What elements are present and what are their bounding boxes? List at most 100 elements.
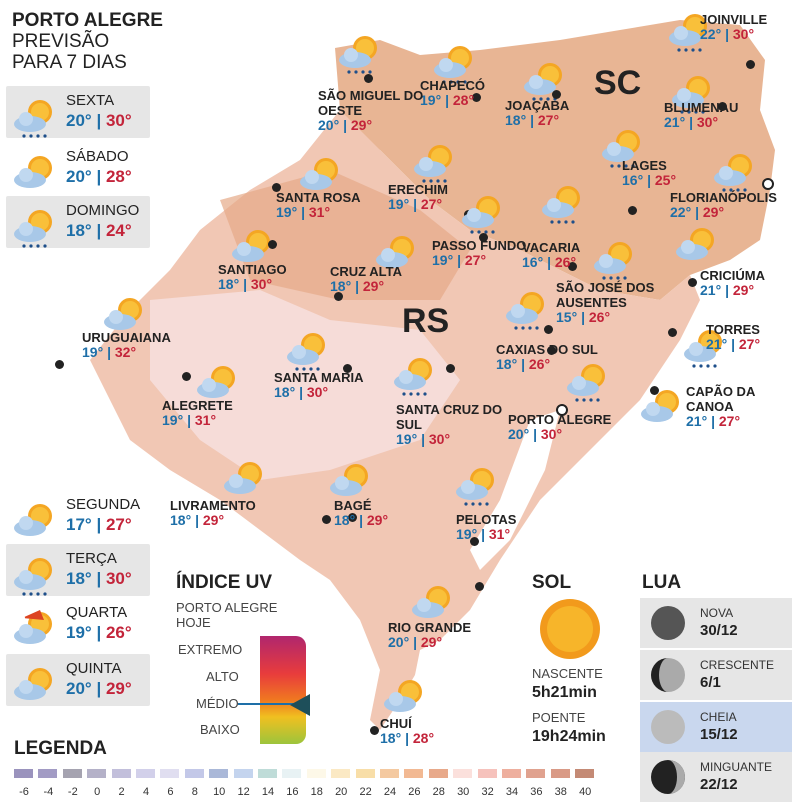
city-marker[interactable] — [475, 582, 484, 591]
legend-swatch — [136, 769, 155, 778]
city-label[interactable]: CRICIÚMA 21° | 29° — [700, 268, 765, 298]
temp-min: 16° — [622, 172, 644, 188]
uv-level-baixo: BAIXO — [200, 722, 240, 737]
city-name: LAGES — [622, 158, 667, 173]
city-marker[interactable] — [364, 74, 373, 83]
city-label[interactable]: PASSO FUNDO 19° | 27° — [432, 238, 526, 268]
city-name: SANTA CRUZ DO SUL — [396, 402, 503, 432]
city-label[interactable]: BLUMENAU 21° | 30° — [664, 100, 738, 130]
city-label[interactable]: URUGUAIANA 19° | 32° — [82, 330, 171, 360]
city-temps: 18° | 28° — [380, 731, 434, 746]
temp-separator: | — [725, 282, 729, 298]
city-label[interactable]: LAGES 16° | 25° — [622, 158, 676, 188]
city-marker[interactable] — [479, 233, 488, 242]
uv-scale-bar — [260, 636, 306, 744]
legend-tick: 30 — [457, 786, 470, 798]
rain — [669, 14, 707, 52]
legend-tick: 36 — [530, 786, 543, 798]
temp-min: 19° — [388, 196, 410, 212]
city-marker[interactable] — [470, 537, 479, 546]
city-label[interactable]: CAPÃO DA CANOA 21° | 27° — [686, 384, 800, 429]
forecast-temps: 17° | 27° — [66, 515, 132, 535]
temp-max: 31° — [194, 412, 217, 428]
rain — [287, 333, 325, 371]
city-name: PASSO FUNDO — [432, 238, 527, 253]
city-marker[interactable] — [668, 328, 677, 337]
city-marker[interactable] — [547, 346, 556, 355]
temp-separator: | — [413, 634, 417, 650]
city-marker[interactable] — [182, 372, 191, 381]
city-marker[interactable] — [552, 90, 561, 99]
city-marker[interactable] — [322, 515, 331, 524]
city-marker[interactable] — [343, 364, 352, 373]
temp-separator: | — [359, 512, 363, 528]
city-marker[interactable] — [55, 360, 64, 369]
city-marker[interactable] — [688, 278, 697, 287]
city-label[interactable]: JOINVILLE 22° | 30° — [700, 12, 767, 42]
city-label[interactable]: BAGÉ 18° | 29° — [334, 498, 388, 528]
legend-tick: 38 — [554, 786, 567, 798]
rain — [542, 186, 580, 224]
city-marker[interactable] — [272, 183, 281, 192]
city-label[interactable]: TORRES 21° | 27° — [706, 322, 760, 352]
city-label[interactable]: CRUZ ALTA 18° | 29° — [330, 264, 402, 294]
cloud — [330, 464, 368, 496]
city-name: SÃO JOSÉ DOS AUSENTES — [556, 280, 655, 310]
city-label[interactable]: SANTA CRUZ DO SUL 19° | 30° — [396, 402, 511, 447]
city-label[interactable]: FLORIANÓPOLIS 22° | 29° — [670, 190, 777, 220]
legend-swatch — [355, 769, 375, 778]
city-label[interactable]: LIVRAMENTO 18° | 29° — [170, 498, 256, 528]
city-label[interactable]: RIO GRANDE 20° | 29° — [388, 620, 471, 650]
city-label[interactable]: SÃO MIGUEL DO OESTE 20° | 29° — [318, 88, 433, 133]
city-marker[interactable] — [472, 93, 481, 102]
temp-max: 29° — [362, 278, 385, 294]
temp-max: 30° — [732, 26, 755, 42]
moon-phase-date: 6/1 — [700, 674, 721, 691]
city-marker[interactable] — [268, 240, 277, 249]
city-label[interactable]: SANTA MARIA 18° | 30° — [274, 370, 364, 400]
city-marker[interactable] — [568, 262, 577, 271]
city-marker[interactable] — [446, 364, 455, 373]
city-label[interactable]: SANTIAGO 18° | 30° — [218, 262, 287, 292]
legend-tick: 16 — [286, 786, 299, 798]
temp-max: 31° — [308, 204, 331, 220]
city-label[interactable]: CHAPECÓ 19° | 28° — [420, 78, 485, 108]
city-marker[interactable] — [334, 292, 343, 301]
city-marker[interactable] — [544, 325, 553, 334]
city-label[interactable]: CHUÍ 18° | 28° — [380, 716, 434, 746]
legend-tick: 0 — [94, 786, 101, 798]
city-label[interactable]: PELOTAS 19° | 31° — [456, 512, 516, 542]
city-temps: 16° | 26° — [522, 255, 580, 270]
city-label[interactable]: PORTO ALEGRE 20° | 30° — [508, 412, 611, 442]
city-marker[interactable] — [650, 386, 659, 395]
city-marker[interactable] — [718, 102, 727, 111]
uv-level-extremo: EXTREMO — [178, 642, 243, 657]
temp-min: 18° — [330, 278, 352, 294]
temp-min: 18° — [496, 356, 518, 372]
rain — [506, 292, 544, 330]
city-label[interactable]: ALEGRETE 19° | 31° — [162, 398, 233, 428]
city-label[interactable]: ERECHIM 19° | 27° — [388, 182, 448, 212]
cloud-sun-icon — [14, 668, 52, 700]
city-marker[interactable] — [746, 60, 755, 69]
legend-tick: 12 — [237, 786, 250, 798]
cloud-sun-icon — [10, 148, 60, 201]
city-marker[interactable] — [556, 404, 568, 416]
city-marker[interactable] — [762, 178, 774, 190]
city-marker[interactable] — [628, 206, 637, 215]
temp-separator: | — [445, 92, 449, 108]
legend-tick: 34 — [505, 786, 519, 798]
city-temps: 18° | 26° — [496, 357, 598, 372]
city-label[interactable]: CAXIAS DO SUL 18° | 26° — [496, 342, 598, 372]
uv-subtitle-city: PORTO ALEGRE — [176, 600, 278, 615]
city-marker[interactable] — [370, 726, 379, 735]
city-label[interactable]: JOAÇABA 18° | 27° — [505, 98, 569, 128]
city-label[interactable]: VACARIA 16° | 26° — [522, 240, 580, 270]
rain — [594, 242, 632, 280]
city-label[interactable]: SÃO JOSÉ DOS AUSENTES 15° | 26° — [556, 280, 671, 325]
moon-phase-0: NOVA 30/12 — [640, 598, 792, 648]
temp-separator: | — [725, 26, 729, 42]
temp-min: 19° — [162, 412, 184, 428]
city-marker[interactable] — [348, 513, 357, 522]
city-label[interactable]: SANTA ROSA 19° | 31° — [276, 190, 361, 220]
